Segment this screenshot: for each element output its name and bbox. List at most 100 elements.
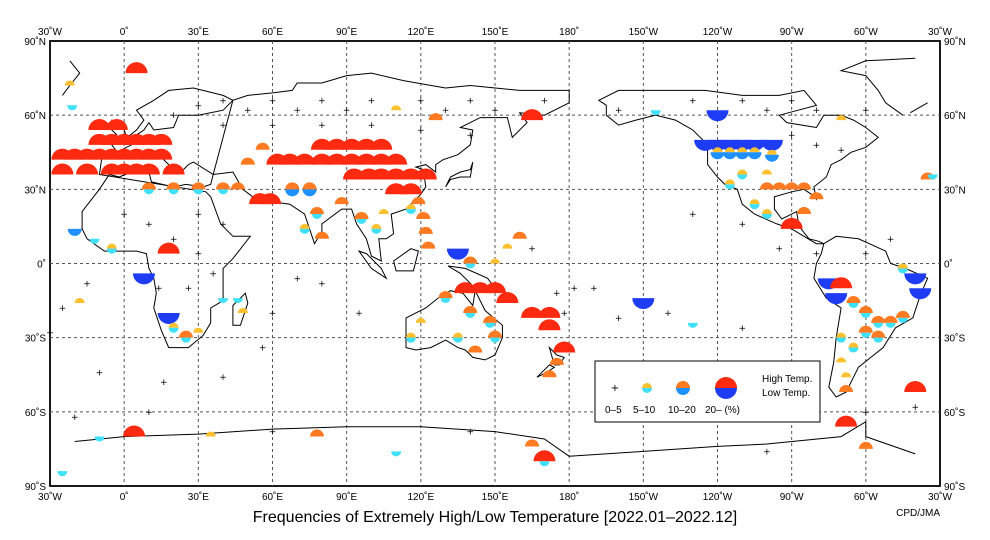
lat-label-left: 30˚N <box>24 184 46 196</box>
station-marker <box>310 429 324 437</box>
station-marker <box>157 312 180 324</box>
high-temp-half <box>737 147 748 153</box>
low-frequency-cross: + <box>293 106 301 116</box>
station-marker <box>391 105 402 111</box>
low-frequency-cross: + <box>318 279 326 289</box>
high-temp-half <box>759 182 774 190</box>
station-marker <box>761 169 772 175</box>
legend-symbol-class-3 <box>715 377 737 399</box>
station-marker <box>385 153 408 165</box>
low-frequency-cross: + <box>570 284 578 294</box>
coastline-madagascar <box>232 292 249 326</box>
station-marker <box>405 332 416 343</box>
coastline-south-america <box>813 235 929 398</box>
low-frequency-cross: + <box>195 101 203 111</box>
high-temp-half <box>904 381 927 393</box>
high-temp-half <box>836 115 847 121</box>
low-temp-half <box>465 263 476 269</box>
coastline-antarctica <box>74 420 916 457</box>
station-marker <box>232 298 243 304</box>
station-marker <box>496 292 519 304</box>
low-temp-half <box>724 184 735 190</box>
lat-label-right: 90˚N <box>944 36 966 48</box>
low-temp-half <box>67 228 82 236</box>
lon-label-bottom: 180˚ <box>559 491 579 503</box>
high-temp-half <box>302 182 317 190</box>
high-temp-half <box>391 105 402 111</box>
station-markers: + + + + + + + + + + + + + + + + + + + + + + + + + + + + + + + + + + + + + + + +… <box>46 62 938 477</box>
low-frequency-cross: + <box>219 220 227 230</box>
low-temp-half <box>885 322 896 328</box>
high-temp-half <box>772 182 787 190</box>
low-temp-half <box>446 248 469 260</box>
high-temp-half <box>452 332 463 338</box>
station-marker <box>533 450 556 467</box>
legend-low-half <box>676 388 690 395</box>
station-marker <box>784 182 799 190</box>
lat-label-right: 30˚N <box>944 184 966 196</box>
high-temp-half <box>293 153 316 165</box>
station-marker <box>722 147 737 160</box>
station-marker <box>411 197 426 205</box>
low-frequency-cross: + <box>615 106 623 116</box>
low-frequency-cross: + <box>763 447 771 457</box>
legend-class-0: 0–5 <box>605 405 622 416</box>
station-marker <box>836 357 847 363</box>
high-temp-half <box>411 197 426 205</box>
station-marker <box>687 322 698 328</box>
high-temp-half <box>399 183 422 195</box>
high-temp-half <box>858 305 873 313</box>
high-temp-half <box>871 315 886 323</box>
low-frequency-cross: + <box>83 279 91 289</box>
high-temp-half <box>737 169 748 175</box>
low-frequency-cross: + <box>862 106 870 116</box>
high-temp-half <box>553 341 576 353</box>
high-temp-half <box>157 242 180 254</box>
lon-label-bottom: 90˚W <box>780 491 804 503</box>
low-temp-half <box>312 214 322 220</box>
low-temp-half <box>168 327 179 333</box>
high-temp-half <box>463 256 478 264</box>
high-temp-half <box>74 298 85 304</box>
low-temp-half <box>299 228 310 234</box>
low-frequency-cross: + <box>368 96 376 106</box>
lon-label-bottom: 150˚W <box>629 491 659 503</box>
lat-label-right: 90˚S <box>944 481 965 493</box>
station-marker <box>88 119 111 130</box>
station-marker <box>51 163 74 175</box>
high-temp-half <box>749 147 760 153</box>
low-frequency-cross: + <box>145 408 153 418</box>
station-marker <box>737 169 748 180</box>
station-marker <box>230 182 245 190</box>
station-marker <box>57 471 68 477</box>
station-marker <box>106 243 117 254</box>
high-temp-half <box>141 182 156 190</box>
low-temp-half <box>180 337 191 343</box>
low-frequency-cross: + <box>560 309 568 319</box>
station-marker <box>89 238 100 244</box>
high-temp-half <box>428 113 443 121</box>
low-temp-half <box>737 174 748 180</box>
station-marker <box>694 139 717 151</box>
station-marker <box>150 133 173 145</box>
high-temp-half <box>883 315 898 323</box>
low-frequency-cross: + <box>293 274 301 284</box>
low-frequency-cross: + <box>862 250 870 260</box>
high-temp-half <box>483 315 498 323</box>
high-temp-half <box>895 310 910 318</box>
low-temp-half <box>371 228 382 234</box>
high-temp-half <box>123 425 146 437</box>
high-temp-half <box>836 357 847 363</box>
station-marker <box>218 298 229 304</box>
station-marker <box>205 431 216 437</box>
high-temp-half <box>488 330 502 338</box>
low-frequency-cross: + <box>738 220 746 230</box>
station-marker <box>463 305 478 318</box>
low-frequency-cross: + <box>343 106 351 116</box>
high-temp-half <box>414 168 437 180</box>
station-marker <box>334 197 349 205</box>
low-frequency-cross: + <box>96 368 104 378</box>
station-marker <box>542 370 557 378</box>
legend-low-half <box>642 388 652 393</box>
station-marker <box>797 207 812 215</box>
